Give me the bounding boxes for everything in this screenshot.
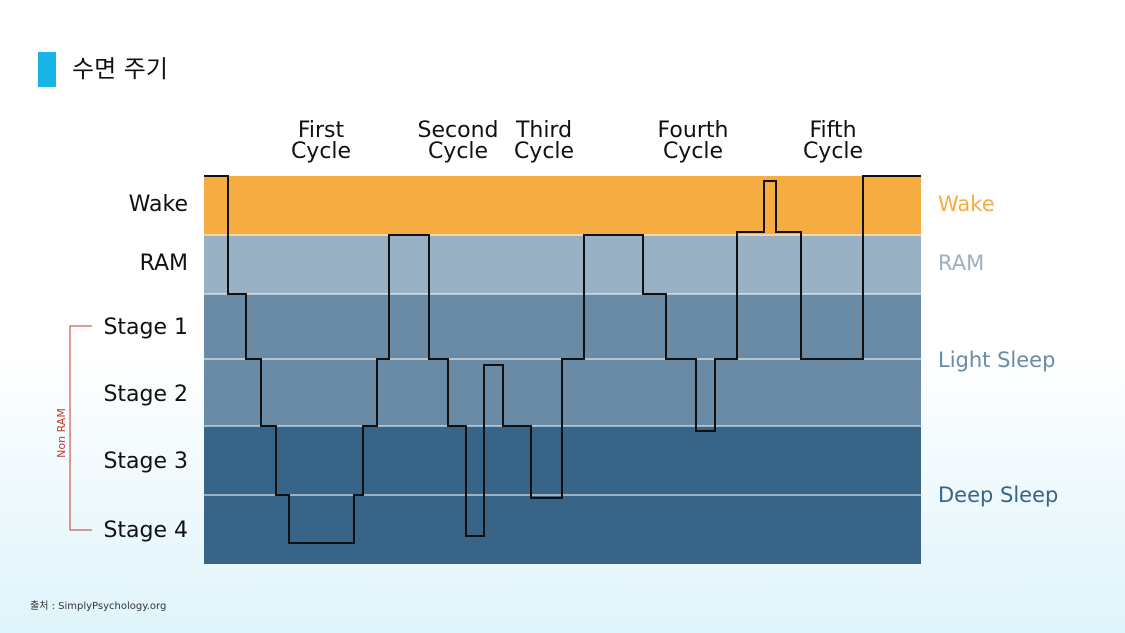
title-accent [38, 52, 56, 87]
non-ram-bracket [69, 325, 92, 531]
cycle-label: Cycle [803, 139, 863, 164]
band-wake [204, 176, 921, 235]
band-ram [204, 235, 921, 294]
stage-label: Stage 4 [103, 518, 188, 543]
group-label: Wake [938, 192, 995, 216]
hypnogram-line [204, 175, 921, 544]
cycle-label: Fourth [658, 118, 729, 143]
band-stage1 [204, 294, 921, 359]
cycle-label: Fifth [809, 118, 856, 143]
stage-label: Stage 3 [103, 449, 188, 474]
cycle-label: Cycle [428, 139, 488, 164]
cycle-label: First [298, 118, 345, 143]
stage-label: Stage 2 [103, 382, 188, 407]
stage-label: Wake [129, 192, 188, 217]
stage-label: RAM [140, 251, 188, 276]
group-label: Light Sleep [938, 348, 1055, 372]
source: 출처 : SimplyPsychology.org [30, 600, 166, 612]
title: 수면 주기 [72, 55, 168, 83]
bracket-label: Non RAM [55, 408, 68, 458]
band-stage4 [204, 495, 921, 564]
cycle-label: Cycle [514, 139, 574, 164]
group-label: Deep Sleep [938, 483, 1058, 507]
cycle-label: Second [418, 118, 499, 143]
stage-label: Stage 1 [103, 315, 188, 340]
cycle-label: Third [515, 118, 572, 143]
cycle-label: Cycle [291, 139, 351, 164]
cycle-label: Cycle [663, 139, 723, 164]
group-label: RAM [938, 251, 984, 275]
